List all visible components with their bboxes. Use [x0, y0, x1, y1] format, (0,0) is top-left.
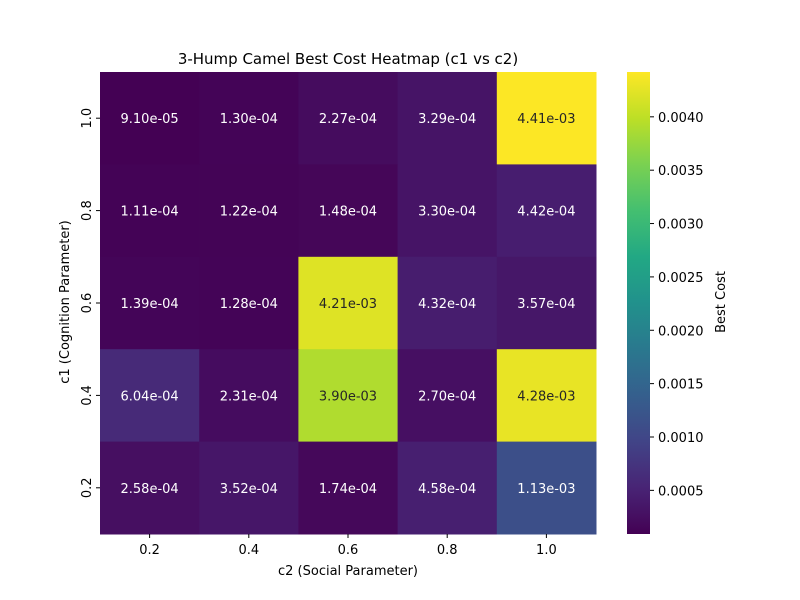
colorbar-tick-label: 0.0030 — [658, 218, 704, 233]
y-tick-label: 0.6 — [80, 293, 95, 314]
heatmap-cell — [496, 441, 597, 535]
cell-value-label: 2.31e-04 — [220, 389, 278, 404]
cell-value-label: 3.57e-04 — [517, 297, 575, 312]
cell-value-label: 1.74e-04 — [319, 482, 377, 497]
y-tick-label: 0.2 — [80, 477, 95, 498]
y-tick-label: 0.8 — [80, 200, 95, 221]
heatmap-cell — [397, 441, 498, 535]
heatmap-cell — [397, 164, 498, 258]
x-axis-label: c2 (Social Parameter) — [278, 564, 418, 579]
heatmap-cell — [199, 349, 299, 443]
heatmap-cell — [100, 72, 200, 165]
cell-value-label: 4.41e-03 — [517, 112, 575, 127]
heatmap-cells: 9.10e-05 1.30e-04 2.27e-04 3.29e-04 4.41e-03… — [100, 72, 597, 535]
heatmap-cell — [397, 72, 498, 165]
heatmap-cell — [298, 349, 399, 443]
cell-value-label: 1.39e-04 — [121, 297, 179, 312]
y-axis-label: c1 (Cognition Parameter) — [58, 220, 73, 384]
colorbar-tick-label: 0.0005 — [658, 484, 704, 499]
cell-value-label: 1.28e-04 — [220, 297, 278, 312]
x-tick-label: 1.0 — [536, 543, 557, 558]
heatmap-cell — [298, 72, 399, 165]
cell-value-label: 1.48e-04 — [319, 205, 377, 220]
colorbar-gradient — [627, 72, 650, 534]
cell-value-label: 1.30e-04 — [220, 112, 278, 127]
heatmap-cell — [397, 256, 498, 350]
cell-value-label: 6.04e-04 — [121, 389, 179, 404]
heatmap-cell — [298, 256, 399, 350]
heatmap-cell — [100, 349, 200, 443]
y-tick-label: 1.0 — [80, 108, 95, 129]
x-tick-label: 0.6 — [338, 543, 359, 558]
x-tick-label: 0.4 — [238, 543, 259, 558]
x-tick-label: 0.8 — [437, 543, 458, 558]
cell-value-label: 4.28e-03 — [517, 389, 575, 404]
cell-value-label: 4.32e-04 — [418, 297, 476, 312]
x-axis: 0.2 0.4 0.6 0.8 1.0 — [139, 534, 557, 558]
colorbar-label: Best Cost — [714, 271, 729, 333]
heatmap-cell — [298, 164, 399, 258]
colorbar-tick-label: 0.0025 — [658, 271, 704, 286]
colorbar-tick-label: 0.0035 — [658, 164, 704, 179]
cell-value-label: 3.30e-04 — [418, 205, 476, 220]
heatmap-cell — [100, 441, 200, 535]
heatmap-cell — [199, 164, 299, 258]
cell-value-label: 3.90e-03 — [319, 389, 377, 404]
heatmap-cell — [199, 72, 299, 165]
colorbar-tick-label: 0.0015 — [658, 378, 704, 393]
cell-value-label: 4.58e-04 — [418, 482, 476, 497]
cell-value-label: 3.52e-04 — [220, 482, 278, 497]
heatmap-cell — [496, 349, 597, 443]
colorbar-tick-label: 0.0010 — [658, 431, 704, 446]
heatmap-cell — [100, 164, 200, 258]
chart-title: 3-Hump Camel Best Cost Heatmap (c1 vs c2… — [178, 50, 518, 68]
heatmap-cell — [199, 441, 299, 535]
heatmap-cell — [397, 349, 498, 443]
cell-value-label: 3.29e-04 — [418, 112, 476, 127]
cell-value-label: 1.13e-03 — [517, 482, 575, 497]
cell-value-label: 1.22e-04 — [220, 205, 278, 220]
colorbar-tick-label: 0.0020 — [658, 324, 704, 339]
cell-value-label: 2.58e-04 — [121, 482, 179, 497]
heatmap-cell — [199, 256, 299, 350]
cell-value-label: 1.11e-04 — [121, 205, 179, 220]
cell-value-label: 2.27e-04 — [319, 112, 377, 127]
cell-value-label: 4.21e-03 — [319, 297, 377, 312]
heatmap-cell — [496, 256, 597, 350]
x-tick-label: 0.2 — [139, 543, 160, 558]
y-axis: 1.0 0.8 0.6 0.4 0.2 — [80, 108, 100, 498]
heatmap-cell — [100, 256, 200, 350]
heatmap-cell — [496, 164, 597, 258]
cell-value-label: 9.10e-05 — [121, 112, 179, 127]
heatmap-cell — [496, 72, 597, 165]
cell-value-label: 4.42e-04 — [517, 205, 575, 220]
colorbar-tick-label: 0.0040 — [658, 111, 704, 126]
y-tick-label: 0.4 — [80, 385, 95, 406]
heatmap-cell — [298, 441, 399, 535]
cell-value-label: 2.70e-04 — [418, 389, 476, 404]
colorbar: 0.0005 0.0010 0.0015 0.0020 0.0025 0.0030 0.00… — [627, 72, 704, 534]
